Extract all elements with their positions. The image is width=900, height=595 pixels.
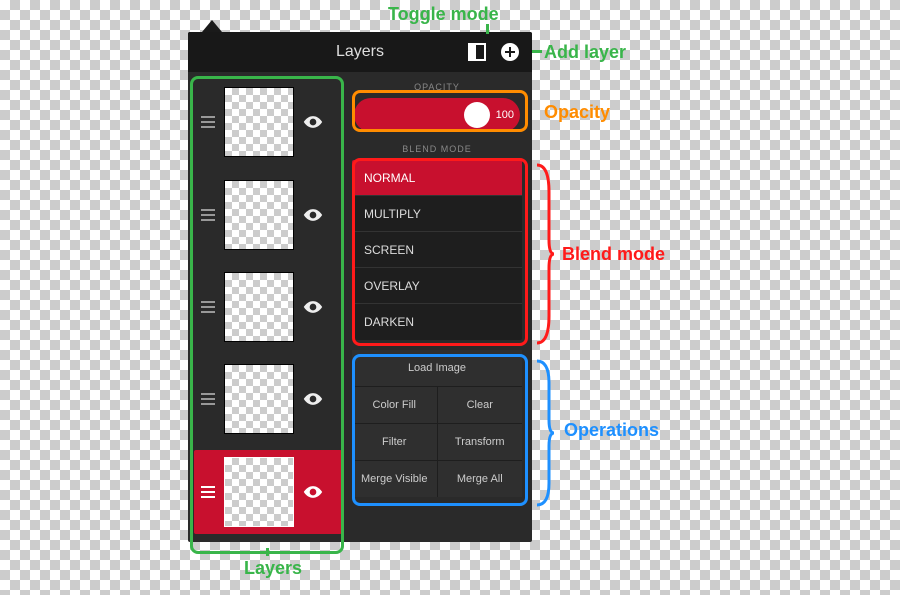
layer-thumbnail[interactable] bbox=[224, 180, 294, 250]
visibility-toggle-icon[interactable] bbox=[302, 204, 324, 226]
visibility-toggle-icon[interactable] bbox=[302, 388, 324, 410]
blend-mode-item[interactable]: OVERLAY bbox=[352, 268, 522, 304]
annotation-label-layers: Layers bbox=[244, 558, 302, 579]
annotation-label-operations: Operations bbox=[564, 420, 659, 441]
operations-grid: Load Image Color Fill Clear Filter Trans… bbox=[352, 350, 522, 497]
layer-row[interactable] bbox=[194, 357, 342, 441]
transform-button[interactable]: Transform bbox=[438, 424, 523, 460]
add-layer-icon[interactable] bbox=[500, 42, 520, 62]
color-fill-button[interactable]: Color Fill bbox=[352, 387, 437, 423]
blend-mode-label: BLEND MODE bbox=[352, 144, 522, 154]
brace-red-icon bbox=[534, 162, 554, 346]
layer-row[interactable] bbox=[194, 172, 342, 256]
blend-mode-item[interactable]: DARKEN bbox=[352, 304, 522, 340]
clear-button[interactable]: Clear bbox=[438, 387, 523, 423]
layers-column bbox=[188, 72, 348, 542]
drag-handle-icon[interactable] bbox=[200, 301, 216, 313]
load-image-button[interactable]: Load Image bbox=[352, 350, 522, 386]
layer-thumbnail[interactable] bbox=[224, 364, 294, 434]
filter-button[interactable]: Filter bbox=[352, 424, 437, 460]
visibility-toggle-icon[interactable] bbox=[302, 296, 324, 318]
panel-header: Layers bbox=[188, 32, 532, 72]
visibility-toggle-icon[interactable] bbox=[302, 111, 324, 133]
opacity-value: 100 bbox=[496, 98, 514, 132]
visibility-toggle-icon[interactable] bbox=[302, 481, 324, 503]
layer-thumbnail[interactable] bbox=[224, 87, 294, 157]
annotation-label-add-layer: Add layer bbox=[544, 42, 626, 63]
opacity-knob[interactable] bbox=[464, 102, 490, 128]
panel-pointer bbox=[202, 20, 222, 32]
blend-mode-item[interactable]: MULTIPLY bbox=[352, 196, 522, 232]
brace-blue-icon bbox=[534, 358, 554, 508]
panel-body: OPACITY 100 BLEND MODE NORMAL MULTIPLY S… bbox=[188, 72, 532, 542]
merge-visible-button[interactable]: Merge Visible bbox=[352, 461, 437, 497]
opacity-slider[interactable]: 100 bbox=[354, 98, 520, 132]
annotation-label-opacity: Opacity bbox=[544, 102, 610, 123]
layer-row[interactable] bbox=[194, 265, 342, 349]
annotation-label-blend-mode: Blend mode bbox=[562, 244, 665, 265]
drag-handle-icon[interactable] bbox=[200, 486, 216, 498]
layer-row[interactable] bbox=[194, 450, 342, 534]
annotation-tick bbox=[266, 548, 269, 556]
annotation-label-toggle-mode: Toggle mode bbox=[388, 4, 499, 25]
layer-row[interactable] bbox=[194, 80, 342, 164]
blend-mode-item[interactable]: NORMAL bbox=[352, 160, 522, 196]
annotation-tick bbox=[532, 50, 542, 53]
layer-thumbnail[interactable] bbox=[224, 457, 294, 527]
drag-handle-icon[interactable] bbox=[200, 393, 216, 405]
toggle-mode-icon[interactable] bbox=[468, 43, 486, 61]
layers-panel-stage: Layers bbox=[188, 30, 532, 542]
layers-panel: Layers bbox=[188, 32, 532, 542]
drag-handle-icon[interactable] bbox=[200, 209, 216, 221]
merge-all-button[interactable]: Merge All bbox=[438, 461, 523, 497]
settings-column: OPACITY 100 BLEND MODE NORMAL MULTIPLY S… bbox=[348, 72, 532, 542]
blend-mode-item[interactable]: SCREEN bbox=[352, 232, 522, 268]
layer-thumbnail[interactable] bbox=[224, 272, 294, 342]
opacity-label: OPACITY bbox=[352, 82, 522, 92]
drag-handle-icon[interactable] bbox=[200, 116, 216, 128]
blend-mode-list: NORMAL MULTIPLY SCREEN OVERLAY DARKEN bbox=[352, 160, 522, 340]
